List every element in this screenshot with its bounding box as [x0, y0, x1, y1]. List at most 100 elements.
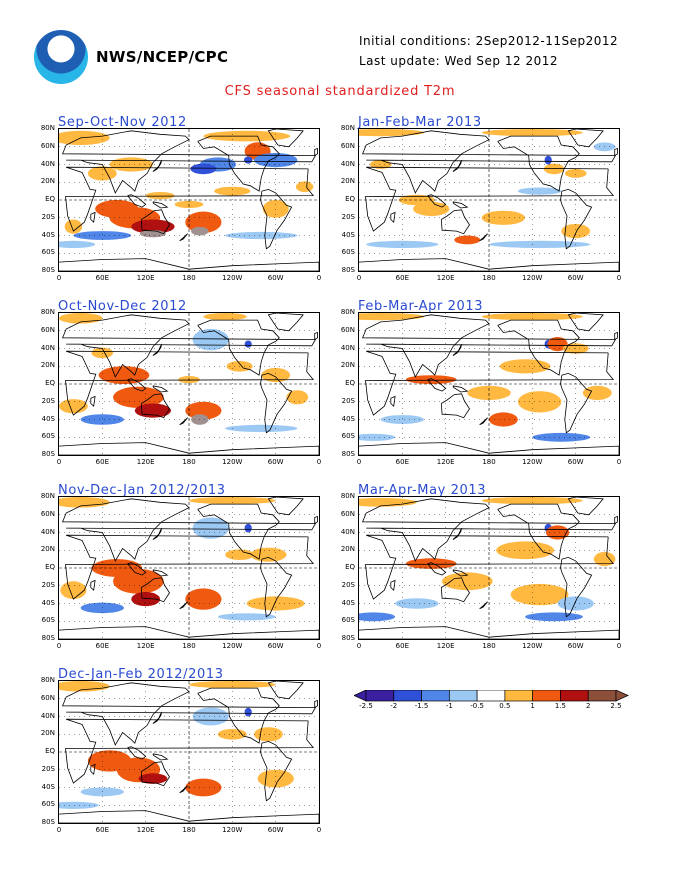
- lat-tick-label: 40S: [41, 230, 55, 239]
- coastline: [59, 258, 319, 271]
- lon-tick-label: 0: [56, 274, 62, 282]
- coastline: [59, 626, 319, 639]
- coastline: [260, 556, 293, 618]
- lon-tick-label: 120E: [136, 642, 155, 650]
- anomaly-region: [517, 187, 562, 195]
- legend-color-cell: [504, 690, 534, 702]
- lat-tick-label: 60N: [40, 509, 55, 518]
- coastline: [140, 393, 170, 419]
- legend-tick-label: 1: [530, 702, 535, 710]
- anomaly-region: [243, 156, 253, 164]
- lat-tick-label: 40S: [41, 782, 55, 791]
- anomaly-region: [395, 598, 439, 609]
- anomaly-region: [91, 347, 114, 359]
- anomaly-region: [225, 549, 255, 560]
- anomaly-region: [286, 390, 309, 405]
- lat-tick-label: 60N: [40, 325, 55, 334]
- anomaly-region: [246, 596, 305, 611]
- coastline: [267, 129, 304, 148]
- lon-tick-label: 0: [356, 642, 362, 650]
- coastline: [152, 385, 169, 393]
- lat-tick-label: 80N: [40, 492, 55, 500]
- panel-title: Feb-Mar-Apr 2013: [358, 299, 484, 314]
- panel-title: Mar-Apr-May 2013: [358, 483, 487, 498]
- legend-tick-label: 2.5: [610, 702, 622, 710]
- lat-tick-label: EQ: [345, 379, 355, 387]
- lon-tick-label: 0: [316, 458, 322, 466]
- coastline: [65, 718, 315, 784]
- lat-tick-label: 20N: [40, 177, 55, 186]
- lat-tick-label: EQ: [45, 563, 55, 571]
- legend-right-arrow: [615, 690, 629, 702]
- lon-tick-label: 60E: [95, 826, 109, 834]
- anomaly-region: [60, 581, 87, 600]
- lat-tick-label: 80N: [40, 308, 55, 316]
- panel-title: Oct-Nov-Dec 2012: [58, 299, 187, 314]
- coastline: [497, 135, 580, 192]
- anomaly-region: [295, 181, 314, 192]
- lon-tick-label: 120W: [222, 642, 243, 650]
- coastline: [567, 497, 604, 516]
- lon-tick-label: 60E: [395, 274, 409, 282]
- lat-tick-label: 80S: [41, 450, 55, 458]
- anomaly-region: [489, 412, 518, 427]
- lon-tick-label: 0: [56, 642, 62, 650]
- lat-tick-label: 40N: [40, 343, 55, 352]
- lon-tick-label: 0: [56, 458, 62, 466]
- coastline: [179, 417, 188, 426]
- coastline: [365, 350, 615, 416]
- coastline: [197, 687, 280, 744]
- anomaly-region: [467, 385, 511, 400]
- anomaly-region: [189, 681, 276, 689]
- lat-tick-label: 60N: [40, 693, 55, 702]
- anomaly-region: [405, 558, 457, 569]
- lon-tick-label: 120E: [136, 274, 155, 282]
- anomaly-region: [59, 801, 99, 809]
- anomaly-region: [557, 596, 594, 611]
- lat-tick-label: EQ: [45, 379, 55, 387]
- coastline: [390, 579, 396, 592]
- coastline: [560, 188, 593, 250]
- lat-tick-label: 60N: [340, 141, 355, 150]
- anomaly-region: [499, 359, 551, 374]
- coastline: [152, 753, 169, 761]
- panel-title: Sep-Oct-Nov 2012: [58, 115, 187, 130]
- coastline: [179, 233, 188, 242]
- legend-tick-label: 1.5: [554, 702, 566, 710]
- legend-color-cell: [365, 690, 395, 702]
- coastline: [267, 313, 304, 332]
- coastline: [179, 601, 188, 610]
- anomaly-region: [532, 432, 591, 442]
- lat-tick-label: 40N: [340, 343, 355, 352]
- lat-tick-label: 40N: [40, 527, 55, 536]
- coastline: [440, 577, 470, 603]
- lon-tick-label: 120W: [522, 274, 543, 282]
- lon-tick-label: 60W: [267, 826, 284, 834]
- lat-tick-label: 20S: [341, 212, 355, 221]
- anomaly-region: [185, 588, 222, 610]
- forecast-panel: Sep-Oct-Nov 2012 80N 60N 40N 20N EQ 20S 40S 60S 8…: [41, 115, 358, 298]
- lat-tick-label: 40N: [40, 159, 55, 168]
- coastline: [479, 417, 488, 426]
- legend-tick-label: 2: [585, 702, 591, 710]
- anomaly-region: [244, 707, 252, 717]
- lon-tick-label: 0: [616, 274, 622, 282]
- lat-tick-label: 80S: [341, 634, 355, 642]
- anomaly-region: [593, 552, 616, 567]
- lat-tick-label: 40S: [341, 598, 355, 607]
- lat-tick-label: 40S: [341, 230, 355, 239]
- lon-tick-label: 0: [356, 458, 362, 466]
- coastline: [359, 442, 619, 455]
- coastline: [440, 393, 470, 419]
- lon-tick-label: 60E: [95, 458, 109, 466]
- legend-tick-label: -2: [390, 702, 398, 710]
- lon-tick-label: 120E: [436, 642, 455, 650]
- lon-tick-label: 180: [182, 458, 196, 466]
- anomaly-map: [358, 496, 620, 640]
- lon-tick-label: 60W: [267, 458, 284, 466]
- anomaly-region: [525, 612, 583, 622]
- anomaly-region: [359, 612, 396, 622]
- coastline: [314, 515, 319, 524]
- lon-tick-label: 60E: [95, 642, 109, 650]
- anomaly-region: [59, 399, 88, 414]
